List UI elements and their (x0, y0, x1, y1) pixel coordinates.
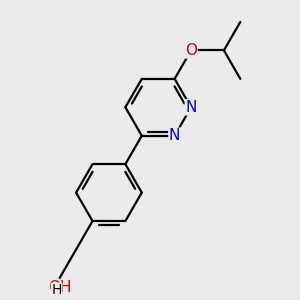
Text: N: N (169, 128, 180, 143)
Text: O: O (185, 43, 197, 58)
Text: N: N (185, 100, 197, 115)
Text: H: H (51, 283, 62, 297)
Text: OH: OH (48, 280, 71, 295)
